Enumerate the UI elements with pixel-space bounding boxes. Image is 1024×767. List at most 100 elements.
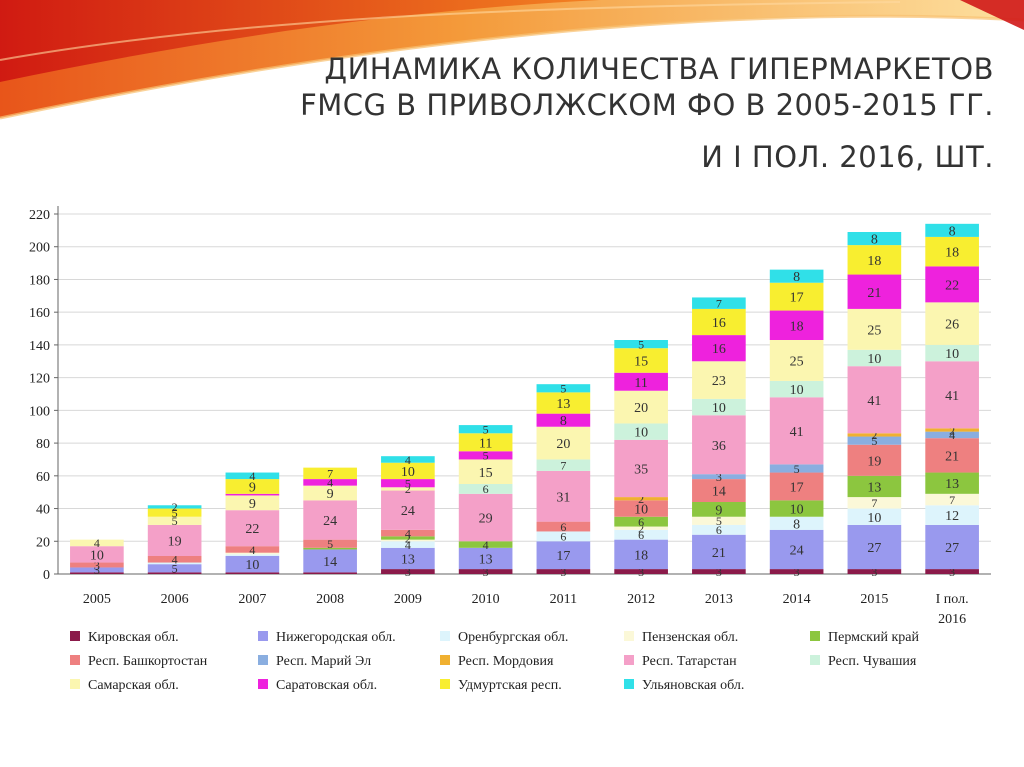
bar-segment [614,439,668,498]
x-tick-label: 2010 [472,592,500,607]
data-label: 21 [867,286,881,301]
bar-segment [925,223,979,237]
data-label: 2 [172,500,178,514]
bar-segment [381,539,435,542]
data-label: 5 [794,462,800,476]
data-label: 3 [716,565,722,579]
bar-segment [70,562,124,568]
bar-segment [769,397,824,465]
data-label: 11 [479,436,492,451]
data-label: 10 [90,548,104,563]
bar-segment [458,569,513,574]
bar-segment [925,505,979,525]
bar-segment [847,274,902,309]
bar-segment [847,366,902,434]
data-label: 10 [945,347,959,362]
data-label: 5 [638,337,644,351]
bar-segment [769,340,824,381]
bar-segment [458,433,513,452]
bar-segment [303,485,357,501]
data-label: 16 [712,316,726,331]
legend-label: Удмуртская респ. [458,678,562,693]
bar-segment [381,490,435,530]
bar-segment [847,508,902,525]
bar-segment [381,529,435,537]
data-label: 13 [867,480,881,495]
bar-segment [925,361,979,429]
bar-segment [147,508,202,517]
data-label: 21 [712,546,726,561]
data-label: 7 [327,467,333,481]
data-label: 5 [483,423,489,437]
y-tick-label: 40 [36,503,50,518]
data-label: 6 [638,515,644,529]
data-label: 4 [249,543,255,557]
bar-segment [614,500,668,517]
data-label: 6 [483,482,489,496]
data-label: 13 [401,552,415,567]
legend-label: Пермский край [828,630,919,645]
data-label: 6 [638,528,644,542]
data-label: 9 [249,497,256,512]
bar-segment [536,384,591,393]
bar-segment [458,484,513,494]
legend-swatch [624,679,634,689]
legend-label: Нижегородская обл. [276,630,396,645]
bar-segment [303,549,357,573]
bar-segment [70,572,124,574]
data-label: 25 [867,323,881,338]
bar-segment [147,516,202,525]
data-label: 8 [949,224,956,239]
bar-segment [769,310,824,340]
bar-segment [925,236,979,267]
data-label: 10 [867,511,881,526]
data-label: 24 [323,514,337,529]
x-tick-label: 2011 [550,592,577,607]
data-label: 29 [479,512,493,527]
legend-swatch [258,631,268,641]
bar-segment [614,516,668,527]
data-label: 4 [483,538,489,552]
bar-segment [847,433,902,437]
data-label: 3 [405,565,411,579]
legend-swatch [70,631,80,641]
data-label: 9 [327,487,334,502]
data-label: 25 [790,354,804,369]
bar-segment [925,431,979,439]
data-label: 2 [638,492,644,506]
bar-segment [925,493,979,506]
bar-segment [692,297,746,309]
x-tick-label: 2012 [627,592,655,607]
legend-swatch [624,655,634,665]
y-tick-label: 80 [36,437,50,452]
data-label: 3 [794,565,800,579]
bar-segment [303,479,357,486]
bar-segment [692,534,746,570]
data-label: 5 [172,514,178,528]
data-label: 3 [716,470,722,484]
legend-swatch [70,679,80,689]
data-label: 6 [560,520,566,534]
data-label: 8 [793,517,800,532]
bar-segment [692,308,746,336]
data-label: 2 [405,531,411,545]
data-label: 4 [327,476,333,490]
bar-segment [925,472,979,494]
bar-segment [536,413,591,427]
bar-segment [925,428,979,432]
y-tick-label: 60 [36,470,50,485]
data-label: 8 [560,414,567,429]
bar-segment [225,472,280,480]
legend-swatch [810,655,820,665]
legend-swatch [440,679,450,689]
data-label: 5 [716,514,722,528]
data-label: 16 [712,342,726,357]
bar-segment [147,524,202,556]
y-tick-label: 140 [29,339,50,354]
data-label: 2 [638,522,644,536]
legend-swatch [258,679,268,689]
bar-segment [614,340,668,349]
bar-segment [225,479,280,494]
y-tick-label: 20 [36,535,50,550]
